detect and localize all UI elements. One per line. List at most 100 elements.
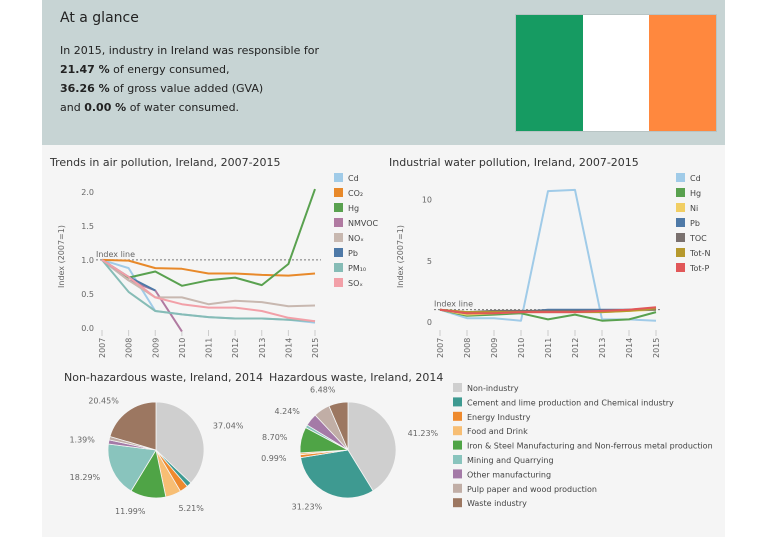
- water-xtick: 2013: [598, 338, 607, 358]
- pie-legend-swatch-3: [453, 426, 462, 436]
- water-legend-label-4: TOC: [689, 234, 707, 243]
- air-legend-label-0: Cd: [348, 174, 359, 183]
- air-legend-label-6: PM₁₀: [348, 264, 366, 273]
- water-pct: 0.00 %: [84, 101, 127, 114]
- water-xtick: 2010: [517, 338, 526, 358]
- water-xtick: 2012: [571, 338, 580, 358]
- air-legend-label-1: CO₂: [348, 189, 363, 198]
- glance-energy: 21.47 % of energy consumed,: [60, 63, 230, 76]
- nonhaz-slice-5: [107, 443, 157, 492]
- flag-white-band: [582, 15, 650, 131]
- air-xtick: 2014: [284, 338, 293, 358]
- water-legend-swatch-2: [676, 203, 685, 212]
- air-ytick: 0.5: [81, 290, 94, 299]
- nonhaz-slice-0: [155, 401, 205, 484]
- haz-slice-label-4: 8.70%: [262, 433, 288, 442]
- energy-pct: 21.47 %: [60, 63, 110, 76]
- pie-legend-label-4: Iron & Steel Manufacturing and Non-ferro…: [467, 442, 713, 451]
- water-ylabel: Index (2007=1): [396, 225, 405, 288]
- air-ytick: 0.0: [81, 324, 94, 333]
- pie-legend-label-8: Waste industry: [467, 499, 527, 508]
- air-legend-swatch-2: [334, 203, 343, 212]
- nonhaz-slice-label-3: 5.21%: [178, 504, 204, 513]
- water-ytick: 10: [422, 196, 432, 205]
- pie-legend-swatch-8: [453, 498, 462, 508]
- air-legend-swatch-0: [334, 173, 343, 182]
- air-legend-swatch-6: [334, 263, 343, 272]
- water-title: Industrial water pollution, Ireland, 200…: [389, 156, 639, 169]
- pie-legend-label-0: Non-industry: [467, 384, 519, 393]
- flag-orange-band: [649, 15, 717, 131]
- water-xtick: 2007: [436, 338, 445, 358]
- pie-legend-label-7: Pulp paper and wood production: [467, 485, 597, 494]
- pie-legend-label-2: Energy Industry: [467, 413, 531, 422]
- air-index-line-label: Index line: [96, 250, 135, 259]
- air-series-3: [101, 259, 183, 332]
- air-legend-label-4: NOₓ: [348, 234, 364, 243]
- nonhaz-slice-label-4: 11.99%: [115, 507, 146, 516]
- water-legend-label-6: Tot-P: [689, 264, 709, 273]
- air-legend-swatch-7: [334, 278, 343, 287]
- air-series-2: [101, 188, 316, 287]
- haz-slice-label-2: 0.99%: [261, 454, 287, 463]
- pie-legend-swatch-1: [453, 397, 462, 407]
- water-legend-swatch-1: [676, 188, 685, 197]
- water-legend-swatch-3: [676, 218, 685, 227]
- water-legend-swatch-0: [676, 173, 685, 182]
- air-ylabel: Index (2007=1): [57, 225, 66, 288]
- air-series-7: [101, 259, 316, 323]
- glance-gva: 36.26 % of gross value added (GVA): [60, 82, 263, 95]
- air-xtick: 2010: [178, 338, 187, 358]
- pie-legend-label-3: Food and Drink: [467, 427, 528, 436]
- ireland-flag: [515, 14, 717, 132]
- pie-legend-label-5: Mining and Quarrying: [467, 456, 554, 465]
- haz-slice-label-0: 41.23%: [408, 429, 439, 438]
- haz-slice-label-6: 4.24%: [274, 407, 300, 416]
- glance-title: At a glance: [60, 10, 139, 26]
- water-xtick: 2014: [625, 338, 634, 358]
- air-title: Trends in air pollution, Ireland, 2007-2…: [49, 156, 281, 169]
- water-xtick: 2008: [463, 338, 472, 358]
- water-xtick: 2015: [652, 338, 661, 358]
- nonhaz-slice-label-0: 37.04%: [213, 421, 244, 430]
- pie-legend-swatch-0: [453, 383, 462, 392]
- haz-title: Hazardous waste, Ireland, 2014: [269, 371, 443, 384]
- water-text: of water consumed.: [126, 101, 240, 114]
- air-ytick: 1.5: [81, 222, 94, 231]
- water-legend-swatch-6: [676, 263, 685, 272]
- nonhaz-slice-label-8: 20.45%: [88, 396, 119, 405]
- air-xtick: 2009: [151, 338, 160, 358]
- water-ytick: 0: [427, 318, 432, 327]
- nonhaz-slice-8: [109, 401, 157, 451]
- air-legend-swatch-5: [334, 248, 343, 257]
- water-legend-label-1: Hg: [690, 189, 701, 198]
- water-legend-swatch-4: [676, 233, 685, 242]
- pie-legend-swatch-4: [453, 440, 462, 450]
- air-xtick: 2008: [125, 338, 134, 358]
- haz-slice-1: [300, 449, 374, 499]
- at-a-glance-panel: At a glance In 2015, industry in Ireland…: [42, 0, 725, 145]
- air-legend-label-5: Pb: [348, 249, 358, 258]
- pie-legend-label-1: Cement and lime production and Chemical …: [467, 398, 674, 407]
- water-series-1: [439, 308, 657, 322]
- pie-legend-swatch-6: [453, 469, 462, 479]
- air-xtick: 2012: [231, 338, 240, 358]
- air-legend-swatch-1: [334, 188, 343, 197]
- air-ytick: 1.0: [81, 256, 94, 265]
- air-xtick: 2007: [98, 338, 107, 358]
- water-series-6: [439, 306, 657, 315]
- air-xtick: 2015: [311, 338, 320, 358]
- air-ytick: 2.0: [81, 188, 94, 197]
- pie-legend-swatch-5: [453, 455, 462, 464]
- water-index-line-label: Index line: [434, 300, 473, 309]
- water-xtick: 2011: [544, 338, 553, 358]
- air-legend-label-3: NMVOC: [348, 219, 379, 228]
- water-xtick: 2009: [490, 338, 499, 358]
- air-legend-swatch-3: [334, 218, 343, 227]
- flag-green-band: [516, 15, 583, 131]
- air-xtick: 2011: [205, 338, 214, 358]
- water-legend-label-3: Pb: [690, 219, 700, 228]
- nonhaz-slice-label-6: 1.39%: [69, 436, 95, 445]
- air-xtick: 2013: [258, 338, 267, 358]
- gva-pct: 36.26 %: [60, 82, 110, 95]
